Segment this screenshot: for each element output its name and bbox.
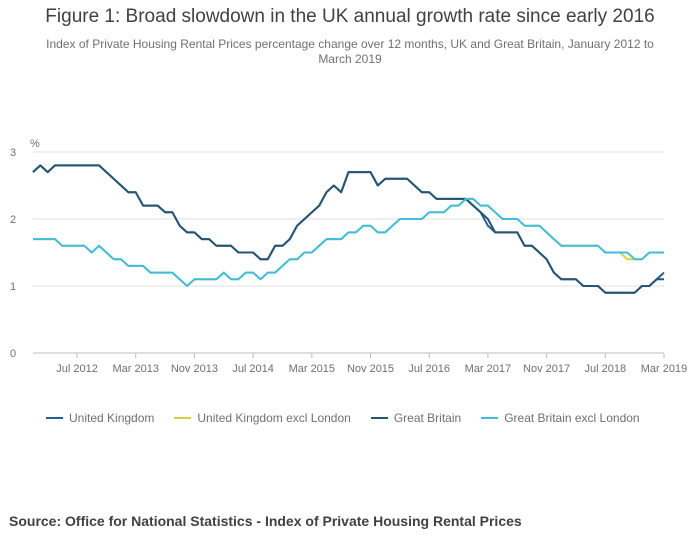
legend-swatch [46,417,63,419]
source-note: Source: Office for National Statistics -… [9,513,522,529]
legend-item[interactable]: United Kingdom excl London [174,411,351,425]
x-tick-label: Nov 2017 [523,363,570,375]
legend-swatch [370,417,388,419]
x-tick-label: Jul 2012 [56,363,98,375]
x-tick-label: Nov 2015 [347,363,394,375]
x-axis-ticks: Jul 2012 Mar 2013 Nov 2013 Jul 2014 Mar 2015… [56,353,687,375]
series-line-united-kingdom [32,164,665,294]
y-tick-label: 1 [10,281,16,293]
x-tick-label: Mar 2017 [465,363,511,375]
legend-label: Great Britain excl London [504,411,640,425]
legend: United Kingdom United Kingdom excl London… [46,409,660,427]
series-lines [32,164,665,294]
legend-item[interactable]: Great Britain excl London [481,411,640,425]
legend-swatch [481,417,499,419]
legend-label: Great Britain [393,411,462,425]
x-tick-label: Jul 2016 [408,363,450,375]
chart-subtitle: Index of Private Housing Rental Prices p… [46,37,654,66]
legend-item[interactable]: United Kingdom [46,411,154,425]
gridlines [33,151,664,354]
x-tick-label: Mar 2019 [641,363,687,375]
legend-label: United Kingdom excl London [197,411,351,425]
series-line-great-britain [32,164,664,294]
legend-label: United Kingdom [69,411,155,425]
y-axis-ticks: 0 1 2 3 [10,147,16,360]
x-tick-label: Jul 2014 [232,363,274,375]
y-tick-label: 0 [10,348,16,360]
y-tick-label: 2 [10,214,16,226]
y-tick-label: 3 [10,147,16,159]
x-tick-label: Jul 2018 [585,363,627,375]
legend-swatch [174,417,192,419]
line-chart: 0 1 2 3 % Jul 2012 Mar 2013 Nov 2013 Jul 2014 M… [10,138,687,375]
series-line-great-britain-excl-london [33,197,664,287]
x-tick-label: Nov 2013 [171,363,218,375]
series-line-united-kingdom-excl-london [33,197,664,287]
y-axis-label: % [30,138,40,150]
x-tick-label: Mar 2013 [112,363,158,375]
legend-item[interactable]: Great Britain [370,411,462,425]
chart-title: Figure 1: Broad slowdown in the UK annua… [45,6,655,27]
x-tick-label: Mar 2015 [289,363,335,375]
